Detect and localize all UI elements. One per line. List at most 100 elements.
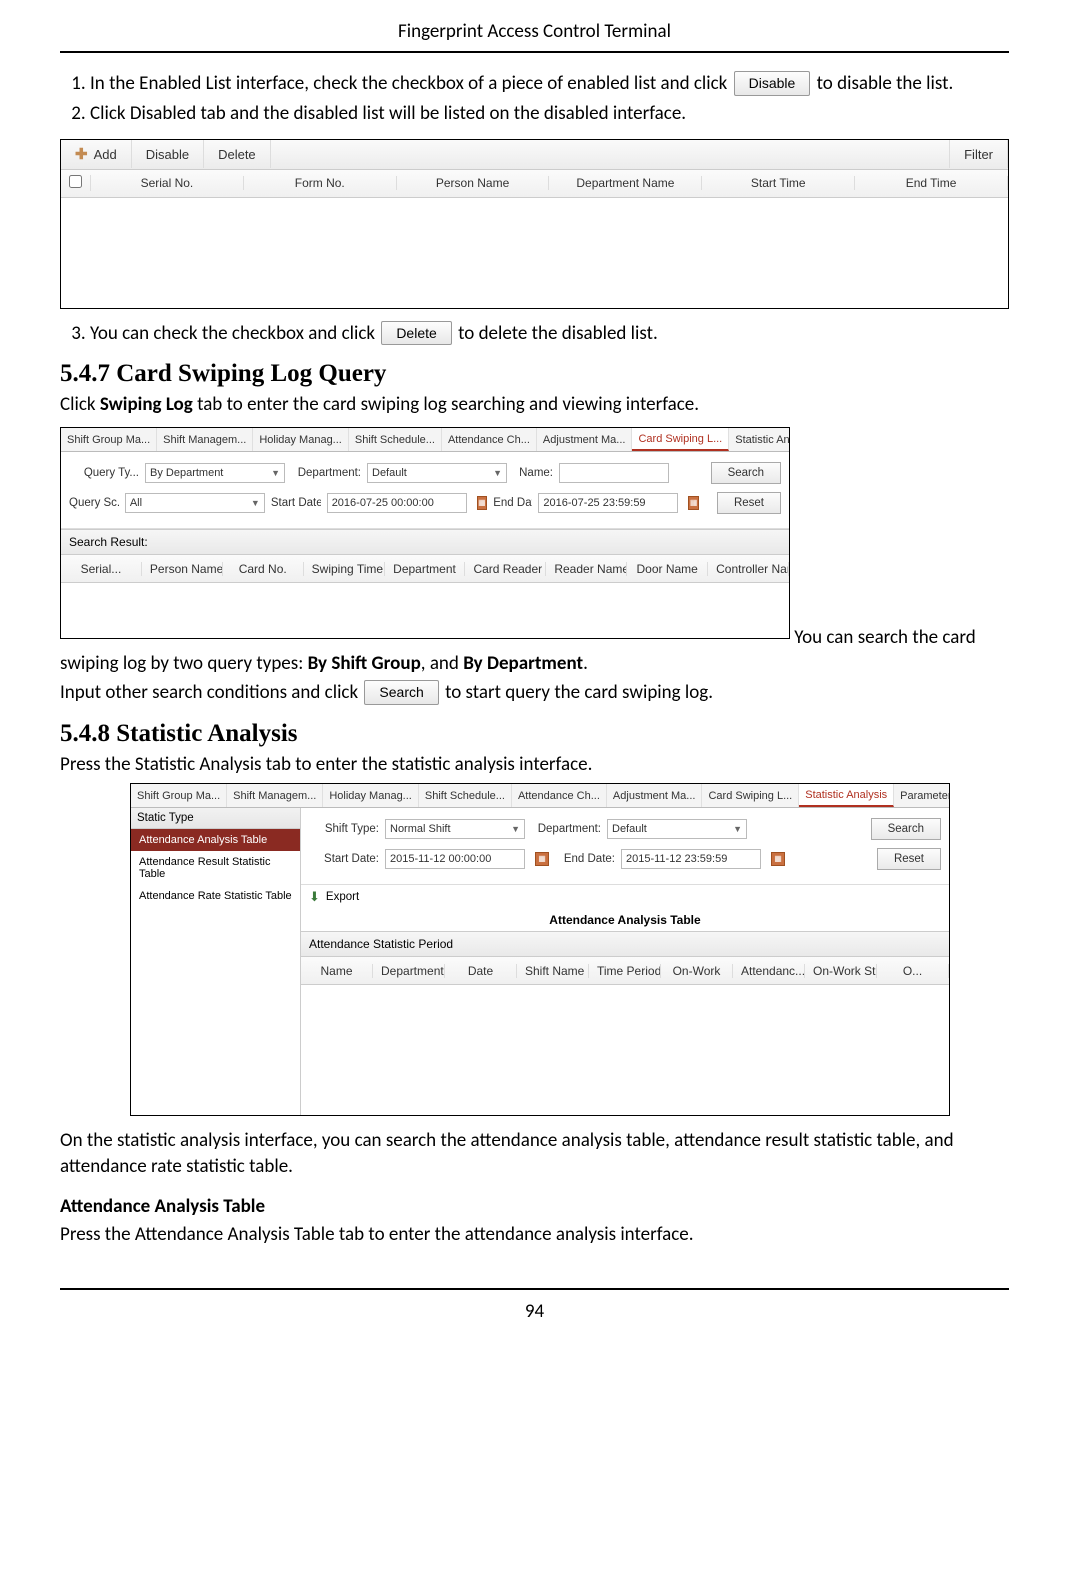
col-header: Swiping Time (304, 562, 385, 576)
search-result-bar: Search Result: (61, 529, 789, 555)
query-type-select[interactable]: By Department ▼ (145, 463, 285, 483)
sidebar-item-1[interactable]: Attendance Result Statistic Table (131, 851, 300, 885)
col-header: Date (445, 964, 517, 978)
query-type-value: By Department (150, 467, 223, 479)
col-header: Controller Name (708, 562, 789, 576)
tab-0[interactable]: Shift Group Ma... (61, 428, 157, 451)
col-header: On-Work (661, 964, 733, 978)
tab-3[interactable]: Shift Schedule... (419, 784, 512, 807)
by-department: By Department (463, 652, 583, 675)
step-list: In the Enabled List interface, check the… (60, 71, 1009, 127)
step3-text-b: to delete the disabled list. (458, 322, 658, 345)
col-start: Start Time (702, 176, 855, 190)
start-date-input[interactable]: 2016-07-25 00:00:00 (327, 493, 467, 513)
start-date-value: 2016-07-25 00:00:00 (332, 497, 434, 509)
export-icon: ⬇ (309, 889, 320, 905)
step1-text-a: In the Enabled List interface, check the… (90, 72, 727, 95)
col-header: Department (373, 964, 445, 978)
calendar-icon[interactable]: ▦ (477, 496, 488, 510)
chevron-down-icon: ▼ (271, 468, 280, 478)
shift-type-label: Shift Type: (309, 823, 379, 835)
dept-select[interactable]: Default▼ (607, 819, 747, 839)
delete-button-tb[interactable]: Delete (204, 140, 271, 168)
t: tab to enter the card swiping log search… (193, 393, 699, 416)
tab-3[interactable]: Shift Schedule... (349, 428, 442, 451)
calendar-icon[interactable]: ▦ (535, 852, 549, 866)
step-3: You can check the checkbox and click Del… (90, 321, 1009, 347)
step-2: Click Disabled tab and the disabled list… (90, 101, 1009, 127)
calendar-icon[interactable]: ▦ (688, 496, 699, 510)
tab-7[interactable]: Statistic Analysis (799, 784, 894, 807)
by-shift-group: By Shift Group (308, 652, 421, 675)
tab-6[interactable]: Card Swiping L... (702, 784, 799, 807)
step-1: In the Enabled List interface, check the… (90, 71, 1009, 97)
sidebar-item-0[interactable]: Attendance Analysis Table (131, 829, 300, 851)
chevron-down-icon: ▼ (493, 468, 502, 478)
add-button[interactable]: ✚Add (61, 140, 132, 168)
col-header: Person Name (142, 562, 223, 576)
search-button-inline[interactable]: Search (364, 680, 438, 705)
search-button[interactable]: Search (871, 818, 941, 840)
col-header: O... (877, 964, 949, 978)
start-date-label: Start Date: (309, 853, 379, 865)
query-sc-select[interactable]: All▼ (125, 493, 265, 513)
col-end: End Time (855, 176, 1008, 190)
tab-6[interactable]: Card Swiping L... (632, 428, 729, 451)
sec547-p2: Input other search conditions and click … (60, 680, 1009, 706)
start-date-input[interactable]: 2015-11-12 00:00:00 (385, 849, 525, 869)
end-date-label: End Date: (555, 853, 615, 865)
end-date-input[interactable]: 2015-11-12 23:59:59 (621, 849, 761, 869)
tab-4[interactable]: Attendance Ch... (512, 784, 607, 807)
name-input[interactable] (559, 463, 669, 483)
col-header: Card Reader (465, 562, 546, 576)
page-header: Fingerprint Access Control Terminal (60, 20, 1009, 53)
tab-4[interactable]: Attendance Ch... (442, 428, 537, 451)
tab-5[interactable]: Adjustment Ma... (607, 784, 703, 807)
tab-7[interactable]: Statistic Analysis (729, 428, 789, 451)
tab-2[interactable]: Holiday Manag... (253, 428, 349, 451)
disable-button-tb[interactable]: Disable (132, 140, 204, 168)
query-sc-label: Query Sc... (69, 497, 119, 509)
card-swiping-screenshot: Shift Group Ma...Shift Managem...Holiday… (60, 427, 790, 639)
search-button[interactable]: Search (711, 462, 781, 484)
static-type-sidebar: Static Type Attendance Analysis TableAtt… (131, 808, 301, 1115)
filter-button[interactable]: Filter (949, 140, 1008, 168)
query-type-label: Query Ty... (69, 467, 139, 479)
dept-value: Default (612, 823, 647, 835)
reset-button[interactable]: Reset (877, 848, 941, 870)
tab-8[interactable]: Parameters Co... (894, 784, 949, 807)
end-date-value: 2016-07-25 23:59:59 (543, 497, 645, 509)
query-sc-value: All (130, 497, 142, 509)
disabled-list-screenshot: ✚Add Disable Delete Filter Serial No. Fo… (60, 139, 1009, 309)
sidebar-header: Static Type (131, 808, 300, 829)
main-panel: Shift Type: Normal Shift▼ Department: De… (301, 808, 949, 1115)
col-header: On-Work Status (805, 964, 877, 978)
page-number: 94 (60, 1288, 1009, 1323)
toolbar: ✚Add Disable Delete Filter (61, 140, 1008, 170)
stat-columns: NameDepartmentDateShift NameTime PeriodO… (301, 957, 949, 985)
export-button[interactable]: Export (326, 891, 359, 903)
t: Click (60, 393, 100, 416)
delete-button[interactable]: Delete (381, 321, 451, 346)
export-row: ⬇ Export (301, 884, 949, 909)
tab-2[interactable]: Holiday Manag... (323, 784, 419, 807)
shift-type-select[interactable]: Normal Shift▼ (385, 819, 525, 839)
disable-button[interactable]: Disable (734, 71, 811, 96)
shift-type-value: Normal Shift (390, 823, 451, 835)
tab-0[interactable]: Shift Group Ma... (131, 784, 227, 807)
table-title: Attendance Analysis Table (301, 909, 949, 931)
end-date-input[interactable]: 2016-07-25 23:59:59 (538, 493, 678, 513)
name-label: Name: (513, 467, 553, 479)
checkbox-col[interactable] (61, 175, 91, 191)
t: to start query the card swiping log. (445, 681, 713, 704)
select-all-checkbox[interactable] (69, 175, 82, 188)
reset-button[interactable]: Reset (717, 492, 781, 514)
calendar-icon[interactable]: ▦ (771, 852, 785, 866)
col-person: Person Name (397, 176, 550, 190)
step-list-2: You can check the checkbox and click Del… (60, 321, 1009, 347)
dept-select[interactable]: Default▼ (367, 463, 507, 483)
tab-1[interactable]: Shift Managem... (227, 784, 323, 807)
sidebar-item-2[interactable]: Attendance Rate Statistic Table (131, 885, 300, 907)
tab-5[interactable]: Adjustment Ma... (537, 428, 633, 451)
tab-1[interactable]: Shift Managem... (157, 428, 253, 451)
